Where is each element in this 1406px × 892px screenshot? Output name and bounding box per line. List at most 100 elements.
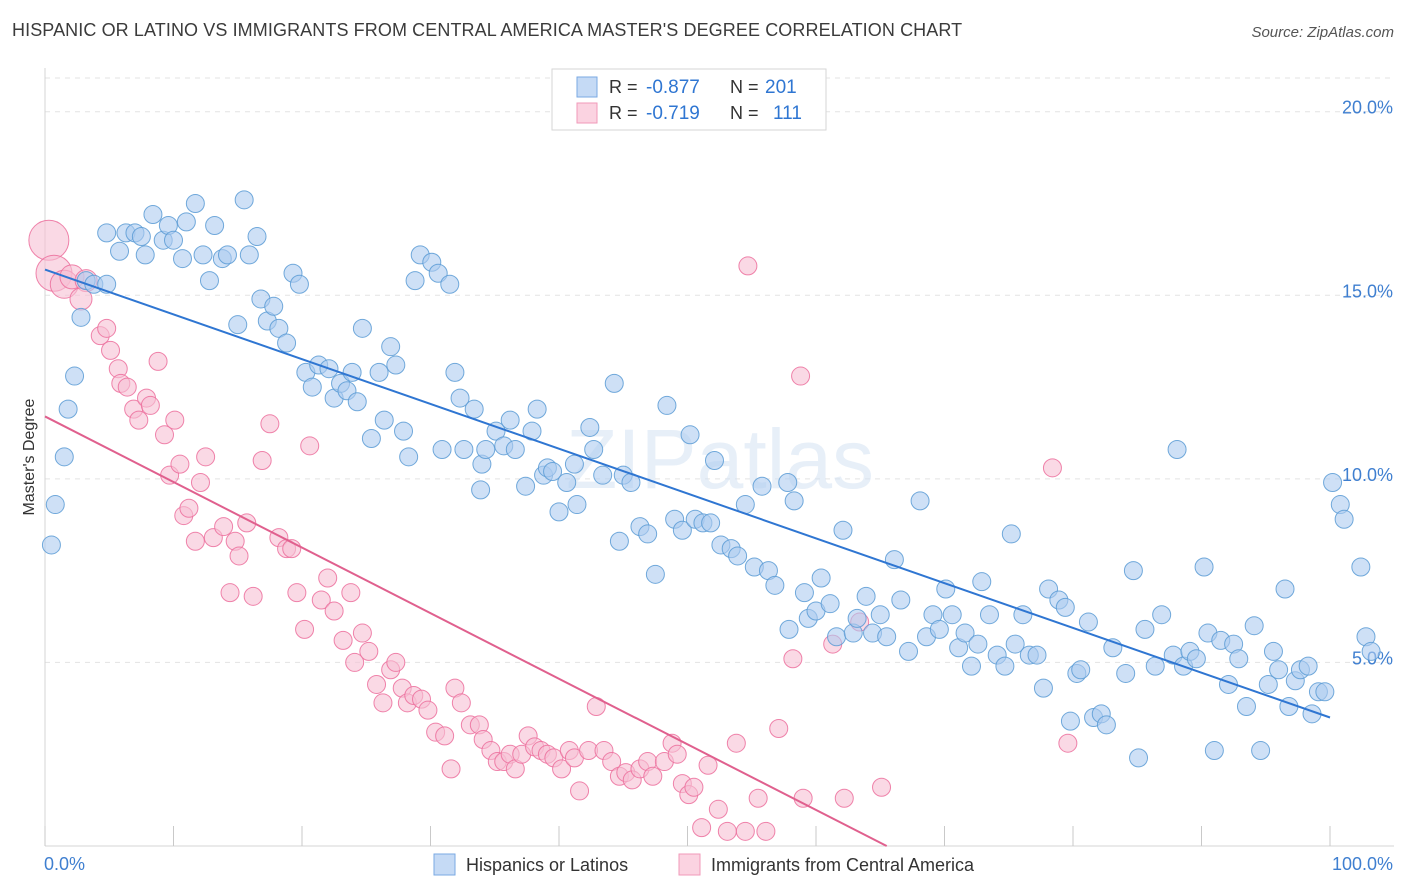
point-central-america: [1058, 733, 1078, 753]
point-central-america: [28, 219, 70, 261]
y-axis-label: Master's Degree: [21, 398, 38, 515]
point-central-america: [738, 256, 758, 276]
point-hispanic: [1027, 645, 1047, 665]
point-hispanic: [968, 634, 988, 654]
point-hispanic: [110, 241, 130, 261]
point-hispanic: [445, 362, 465, 382]
point-hispanic: [942, 605, 962, 625]
legend-bottom-label-pink: Immigrants from Central America: [711, 855, 975, 875]
legend-r-value: -0.877: [646, 77, 700, 98]
point-hispanic: [505, 439, 525, 459]
point-central-america: [373, 693, 393, 713]
point-hispanic: [1269, 660, 1289, 680]
point-hispanic: [593, 465, 613, 485]
point-hispanic: [1258, 674, 1278, 694]
point-central-america: [708, 799, 728, 819]
legend-bottom-swatch-pink: [678, 853, 701, 876]
gridlines: [45, 77, 1394, 663]
point-central-america: [643, 766, 663, 786]
point-central-america: [179, 498, 199, 518]
point-hispanic: [471, 480, 491, 500]
x-tick-label-min: 0.0%: [44, 854, 85, 874]
point-central-america: [318, 568, 338, 588]
point-hispanic: [476, 439, 496, 459]
point-hispanic: [277, 333, 297, 353]
point-hispanic: [342, 362, 362, 382]
x-tick-label-max: 100.0%: [1332, 854, 1393, 874]
point-hispanic: [1071, 660, 1091, 680]
point-hispanic: [45, 495, 65, 515]
point-hispanic: [516, 476, 536, 496]
point-central-america: [345, 652, 365, 672]
point-hispanic: [65, 366, 85, 386]
legend-r-label: R =: [609, 77, 638, 97]
point-hispanic: [228, 315, 248, 335]
point-hispanic: [827, 627, 847, 647]
point-hispanic: [71, 307, 91, 327]
point-hispanic: [891, 590, 911, 610]
point-hispanic: [1275, 579, 1295, 599]
point-hispanic: [870, 605, 890, 625]
point-hispanic: [527, 399, 547, 419]
point-hispanic: [820, 594, 840, 614]
point-central-america: [214, 517, 234, 537]
point-central-america: [667, 744, 687, 764]
trend-lines: [44, 268, 1331, 847]
point-hispanic: [584, 439, 604, 459]
y-tick-label: 15.0%: [1342, 281, 1393, 301]
point-central-america: [352, 623, 372, 643]
point-hispanic: [500, 410, 520, 430]
point-hispanic: [54, 447, 74, 467]
legend-n-value: 111: [773, 103, 802, 124]
point-hispanic: [1013, 605, 1033, 625]
point-hispanic: [778, 473, 798, 493]
point-central-america: [1042, 458, 1062, 478]
point-hispanic: [1055, 597, 1075, 617]
point-hispanic: [580, 417, 600, 437]
point-central-america: [684, 777, 704, 797]
point-hispanic: [1194, 557, 1214, 577]
point-central-america: [359, 641, 379, 661]
point-hispanic: [464, 399, 484, 419]
point-hispanic: [193, 245, 213, 265]
series-hispanics-or-latinos: [41, 190, 1381, 768]
point-hispanic: [352, 318, 372, 338]
point-hispanic: [394, 421, 414, 441]
point-central-america: [117, 377, 137, 397]
point-hispanic: [374, 410, 394, 430]
point-hispanic: [1315, 682, 1335, 702]
point-central-america: [769, 719, 789, 739]
point-central-america: [140, 395, 160, 415]
y-tick-label: 10.0%: [1342, 465, 1393, 485]
point-hispanic: [143, 205, 163, 225]
point-hispanic: [701, 513, 721, 533]
point-central-america: [570, 781, 590, 801]
point-central-america: [185, 531, 205, 551]
point-central-america: [602, 752, 622, 772]
legend-swatch-pink: [576, 102, 598, 124]
point-hispanic: [549, 502, 569, 522]
point-central-america: [252, 451, 272, 470]
point-central-america: [341, 583, 361, 603]
point-hispanic: [972, 572, 992, 592]
point-hispanic: [847, 608, 867, 628]
legend-swatch-blue: [576, 76, 598, 98]
point-hispanic: [543, 462, 563, 482]
point-central-america: [295, 619, 315, 639]
point-central-america: [333, 630, 353, 650]
point-hispanic: [1060, 711, 1080, 731]
point-central-america: [260, 414, 280, 434]
point-central-america: [717, 821, 737, 841]
point-hispanic: [567, 495, 587, 515]
point-hispanic: [877, 627, 897, 647]
point-hispanic: [645, 564, 665, 584]
point-hispanic: [386, 355, 406, 375]
point-hispanic: [1116, 663, 1136, 683]
point-central-america: [367, 674, 387, 694]
point-hispanic: [399, 447, 419, 467]
point-hispanic: [361, 428, 381, 448]
point-hispanic: [680, 425, 700, 445]
point-hispanic: [205, 216, 225, 236]
point-central-america: [196, 447, 216, 467]
